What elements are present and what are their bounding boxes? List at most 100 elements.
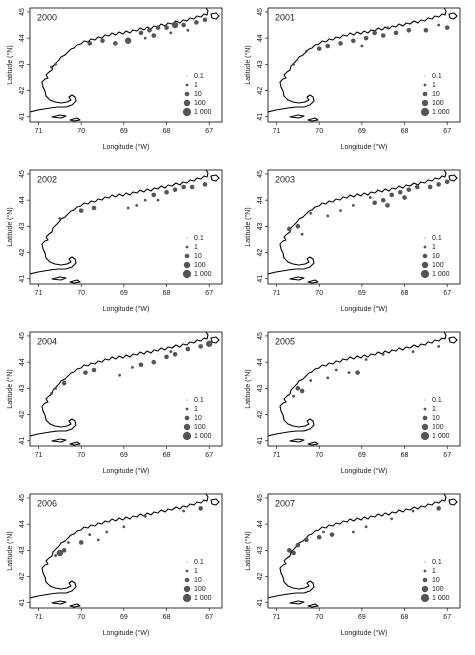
y-tick-label: 44 (257, 358, 264, 366)
x-tick-label: 71 (35, 452, 43, 459)
legend-symbol (186, 561, 188, 563)
panel-title: 2005 (275, 336, 295, 346)
point (147, 27, 152, 33)
point (338, 41, 343, 46)
x-tick-label: 71 (273, 452, 281, 459)
point (155, 25, 161, 30)
point (172, 351, 178, 357)
point (437, 23, 441, 27)
y-tick-label: 44 (257, 196, 264, 204)
legend-symbol (183, 423, 191, 431)
point (143, 514, 147, 518)
point (181, 184, 186, 190)
point (381, 352, 385, 356)
x-tick-label: 69 (358, 452, 366, 459)
coastline (30, 8, 220, 122)
legend-label: 1 000 (432, 595, 450, 602)
legend-label: 10 (194, 577, 202, 584)
y-tick-label: 45 (19, 8, 26, 16)
legend-symbol (182, 269, 192, 279)
point (364, 358, 368, 361)
y-tick-label: 44 (19, 196, 26, 204)
y-tick-label: 42 (257, 573, 264, 581)
point (151, 192, 157, 198)
x-axis-label: Longitude (°W) (103, 467, 150, 475)
x-tick-label: 67 (443, 614, 451, 621)
legend-label: 10 (194, 91, 202, 98)
legend-label: 1 (194, 82, 198, 89)
point (295, 542, 301, 548)
x-tick-label: 69 (358, 290, 366, 297)
point (411, 509, 415, 513)
x-axis-label: Longitude (°W) (341, 143, 388, 151)
point (309, 211, 313, 215)
legend-symbol (423, 245, 427, 249)
point (406, 187, 412, 192)
legend-symbol (421, 261, 429, 269)
legend-label: 100 (432, 262, 444, 269)
x-tick-label: 69 (120, 128, 128, 135)
point (169, 350, 173, 354)
y-tick-label: 43 (257, 546, 264, 554)
plot-frame (267, 169, 461, 285)
x-tick-label: 68 (401, 452, 409, 459)
legend-symbol (420, 269, 430, 279)
plot-frame (29, 331, 223, 447)
point (151, 359, 157, 365)
legend-label: 1 (432, 406, 436, 413)
legend-symbol (424, 561, 426, 563)
y-tick-label: 45 (19, 170, 26, 178)
x-tick-label: 68 (401, 128, 409, 135)
point (351, 530, 355, 534)
x-axis-label: Longitude (°W) (341, 467, 388, 475)
legend-symbol (184, 253, 190, 259)
legend-symbol (424, 399, 426, 401)
legend-label: 10 (432, 577, 440, 584)
point (380, 33, 386, 38)
legend-label: 10 (194, 415, 202, 422)
point (444, 179, 450, 185)
x-tick-label: 69 (120, 290, 128, 297)
x-tick-label: 69 (358, 128, 366, 135)
legend-symbol (184, 577, 190, 583)
legend-symbol (422, 415, 428, 421)
y-tick-label: 42 (257, 411, 264, 419)
legend-label: 100 (432, 424, 444, 431)
panel-title: 2006 (37, 498, 57, 508)
point (131, 365, 134, 369)
x-tick-label: 70 (315, 128, 323, 135)
point (360, 44, 364, 48)
legend-label: 0.1 (432, 235, 442, 242)
y-tick-label: 42 (257, 249, 264, 257)
x-tick-label: 68 (401, 290, 409, 297)
x-tick-label: 70 (77, 128, 85, 135)
point (325, 43, 331, 49)
point (56, 549, 64, 557)
point (423, 27, 429, 33)
legend-symbol (185, 569, 189, 573)
point (91, 205, 97, 211)
point (83, 370, 88, 375)
point (292, 394, 295, 398)
point (427, 184, 433, 190)
legend-symbol (186, 75, 188, 77)
point (334, 368, 338, 372)
point (87, 41, 93, 46)
x-tick-label: 70 (315, 452, 323, 459)
legend-label: 1 (194, 244, 198, 251)
x-tick-label: 69 (120, 614, 128, 621)
y-tick-label: 41 (257, 275, 264, 283)
point (295, 386, 301, 391)
legend-symbol (424, 75, 426, 77)
point (171, 21, 179, 29)
x-tick-label: 71 (273, 128, 281, 135)
legend-symbol (184, 415, 190, 421)
y-tick-label: 41 (19, 275, 26, 283)
legend-symbol (422, 91, 428, 97)
coastline (268, 494, 458, 608)
y-tick-label: 45 (257, 494, 264, 502)
point (287, 226, 292, 232)
x-axis-label: Longitude (°W) (103, 305, 150, 313)
legend-symbol (422, 577, 428, 583)
